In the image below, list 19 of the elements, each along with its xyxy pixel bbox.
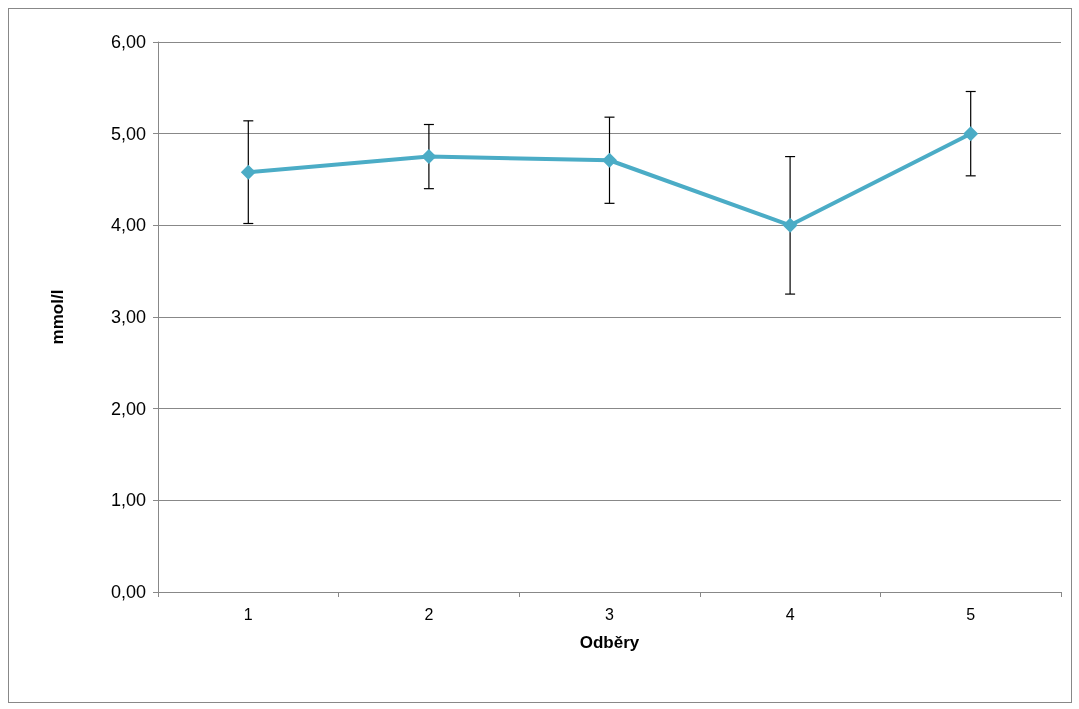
x-tick-label: 1 <box>243 605 253 623</box>
x-tick-label: 3 <box>605 605 615 623</box>
y-tick-label: 2,00 <box>110 398 146 419</box>
x-axis-title: Odběry <box>579 633 640 652</box>
y-tick-label: 6,00 <box>110 32 146 52</box>
point <box>602 152 617 168</box>
point <box>240 164 256 180</box>
y-tick-label: 0,00 <box>110 582 146 602</box>
y-axis-title: mmol/l <box>48 289 67 345</box>
point <box>782 217 798 233</box>
x-tick-label: 4 <box>785 605 795 623</box>
y-tick-label: 4,00 <box>110 215 146 236</box>
point <box>421 149 437 165</box>
x-tick-label: 5 <box>966 605 976 623</box>
y-tick-label: 1,00 <box>110 490 146 511</box>
x-tick-label: 2 <box>424 605 434 623</box>
y-tick-label: 5,00 <box>110 123 146 144</box>
y-tick-label: 3,00 <box>110 307 146 327</box>
point <box>963 126 979 142</box>
